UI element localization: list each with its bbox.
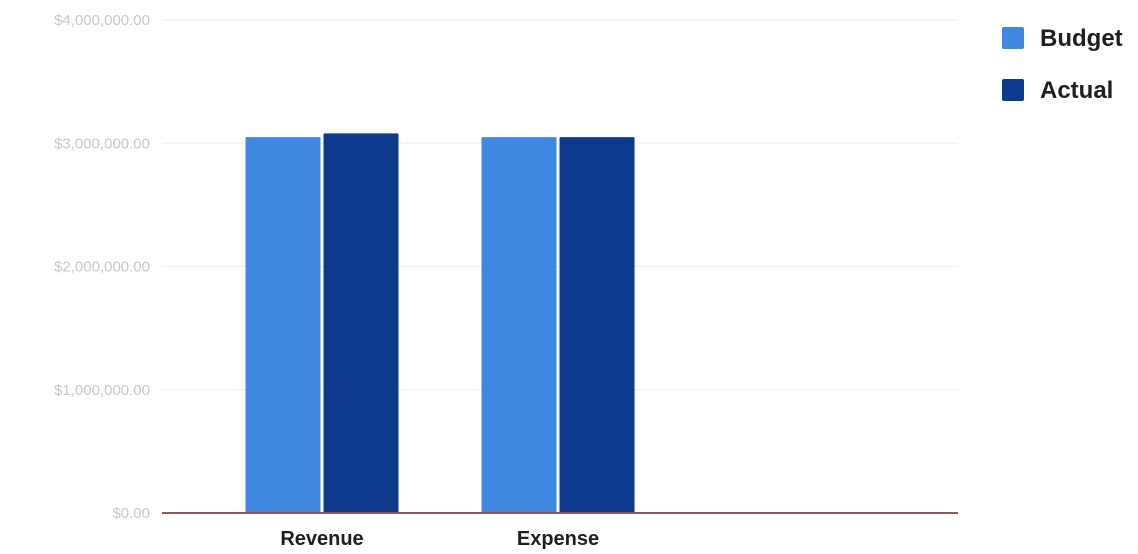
bar-expense-budget [481, 137, 557, 513]
legend-swatch-budget [1002, 27, 1024, 49]
legend-label-actual: Actual [1040, 77, 1113, 104]
legend: Budget Actual [1002, 25, 1123, 104]
y-tick-label: $4,000,000.00 [54, 12, 150, 29]
x-category-label: Expense [517, 528, 599, 550]
x-axis-category-labels: Revenue Expense [280, 528, 599, 550]
y-axis-tick-labels: $0.00 $1,000,000.00 $2,000,000.00 $3,000,00… [54, 12, 150, 522]
x-category-label: Revenue [280, 528, 363, 550]
y-tick-label: $1,000,000.00 [54, 382, 150, 399]
legend-label-budget: Budget [1040, 25, 1123, 52]
y-tick-label: $3,000,000.00 [54, 135, 150, 152]
bar-revenue-actual [323, 133, 399, 513]
bars [245, 133, 635, 513]
legend-swatch-actual [1002, 79, 1024, 101]
bar-revenue-budget [245, 137, 321, 513]
y-tick-label: $0.00 [112, 505, 150, 522]
y-tick-label: $2,000,000.00 [54, 259, 150, 276]
bar-expense-actual [559, 137, 635, 513]
